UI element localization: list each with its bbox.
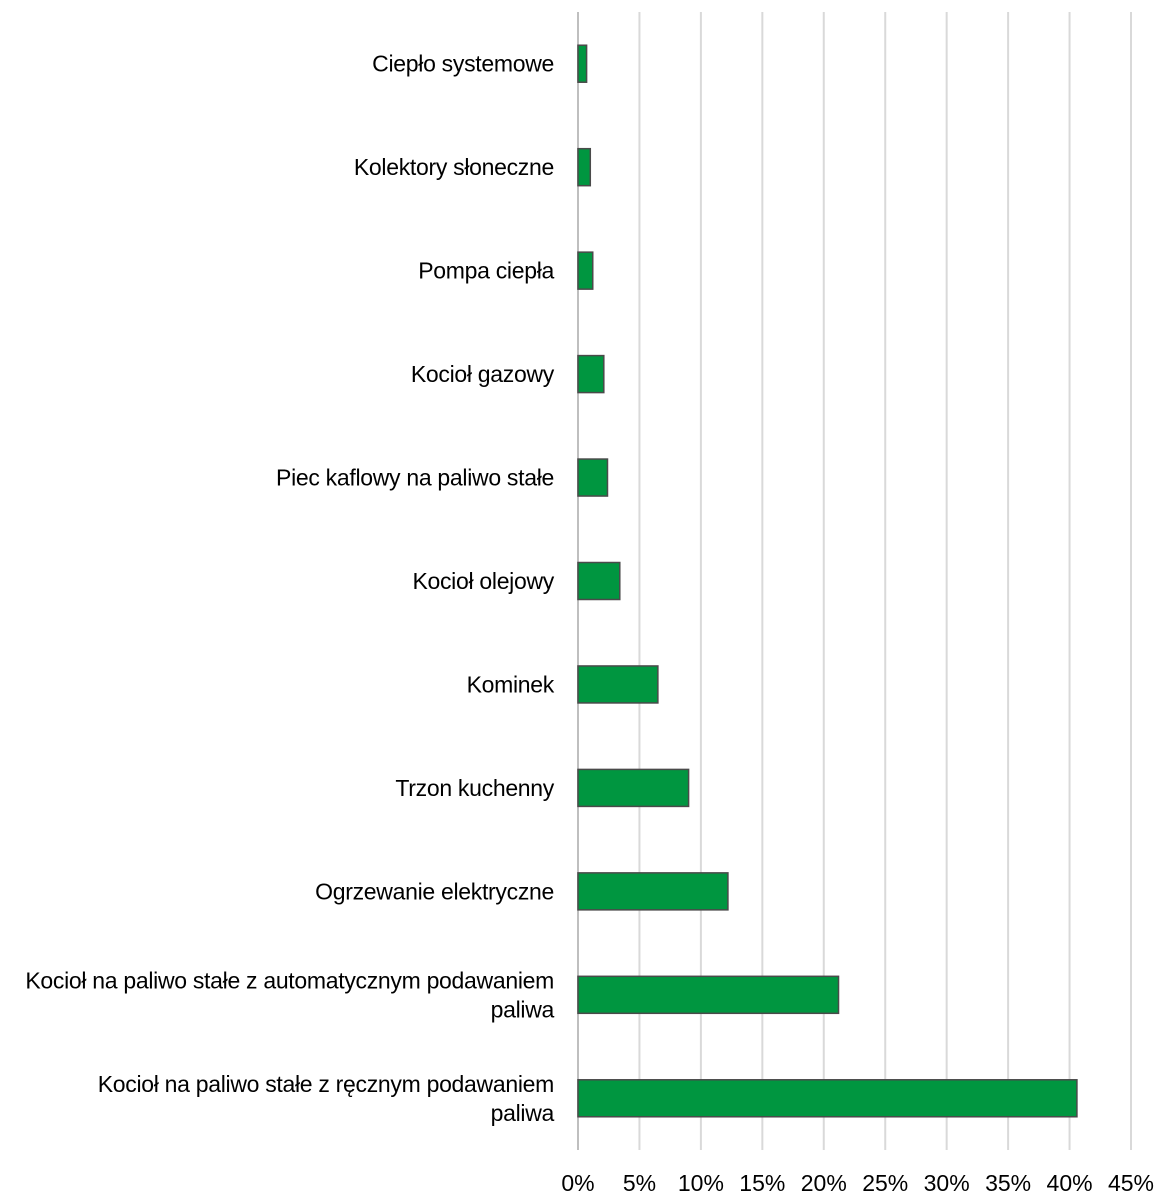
category-labels: Ciepło systemowe Kolektory słoneczne Pompa… bbox=[25, 51, 555, 1126]
bar bbox=[577, 458, 609, 497]
x-tick-label: 10% bbox=[678, 1170, 724, 1194]
category-label: Piec kaflowy na paliwo stałe bbox=[276, 465, 554, 491]
x-tick-label: 15% bbox=[739, 1170, 785, 1194]
bar bbox=[577, 561, 621, 601]
bar bbox=[577, 872, 729, 911]
x-axis-tick-labels: 0% 5% 10% 15% 20% 25% 30% 35% 40% 45% bbox=[561, 1170, 1154, 1194]
category-label: Kominek bbox=[467, 671, 555, 697]
category-label: Ciepło systemowe bbox=[372, 51, 554, 77]
gridlines bbox=[577, 12, 1132, 1150]
bar bbox=[577, 44, 588, 83]
x-tick-label: 40% bbox=[1047, 1170, 1093, 1194]
category-label: Ogrzewanie elektryczne bbox=[315, 878, 554, 904]
bar bbox=[577, 975, 840, 1015]
category-label: Pompa ciepła bbox=[418, 258, 554, 284]
bar bbox=[577, 354, 605, 394]
bar bbox=[577, 1079, 1078, 1118]
bar bbox=[577, 665, 659, 704]
category-label: Kolektory słoneczne bbox=[354, 154, 554, 180]
category-label: paliwa bbox=[491, 1100, 555, 1126]
x-tick-label: 5% bbox=[623, 1170, 656, 1194]
category-label: Kocioł olejowy bbox=[412, 568, 554, 594]
bars bbox=[577, 44, 1078, 1118]
category-label: paliwa bbox=[491, 996, 555, 1022]
category-label: Trzon kuchenny bbox=[395, 775, 554, 801]
category-label: Kocioł na paliwo stałe z automatycznym p… bbox=[25, 967, 554, 993]
x-tick-label: 35% bbox=[985, 1170, 1031, 1194]
x-tick-label: 0% bbox=[561, 1170, 594, 1194]
x-tick-label: 20% bbox=[801, 1170, 847, 1194]
bar bbox=[577, 768, 690, 808]
bar bbox=[577, 251, 594, 290]
x-tick-label: 25% bbox=[862, 1170, 908, 1194]
bar bbox=[577, 147, 592, 187]
x-tick-label: 45% bbox=[1108, 1170, 1154, 1194]
category-label: Kocioł na paliwo stałe z ręcznym podawan… bbox=[98, 1071, 554, 1097]
x-tick-label: 30% bbox=[924, 1170, 970, 1194]
category-label: Kocioł gazowy bbox=[411, 361, 555, 387]
